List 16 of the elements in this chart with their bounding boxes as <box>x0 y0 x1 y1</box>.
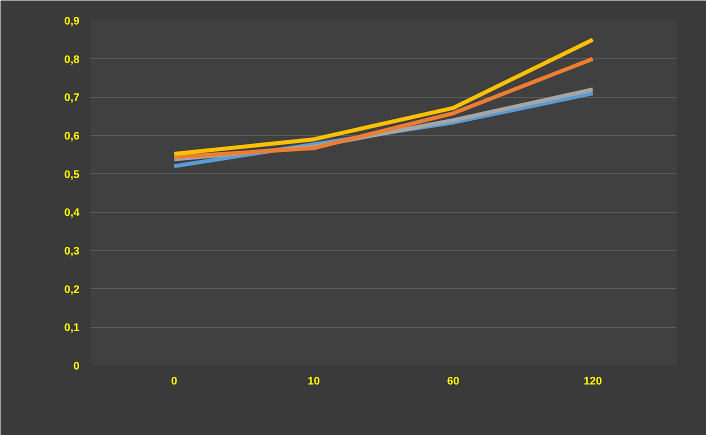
y-tick-label: 0,9 <box>64 16 80 28</box>
x-tick-label: 60 <box>447 376 460 388</box>
y-tick-label: 0 <box>73 360 80 372</box>
y-tick-label: 0,6 <box>64 130 80 142</box>
x-tick-label: 0 <box>171 376 178 388</box>
y-tick-label: 0,4 <box>64 207 80 220</box>
y-tick-label: 0,3 <box>64 246 80 258</box>
y-tick-label: 0,8 <box>64 54 80 66</box>
y-tick-label: 0,7 <box>64 92 80 104</box>
y-tick-label: 0,1 <box>64 322 80 334</box>
y-tick-label: 0,5 <box>64 168 80 181</box>
x-tick-label: 10 <box>308 376 320 388</box>
x-tick-label: 120 <box>584 376 602 388</box>
line-series <box>172 56 595 159</box>
line-series <box>172 38 595 156</box>
y-tick-label: 0,2 <box>64 284 80 296</box>
